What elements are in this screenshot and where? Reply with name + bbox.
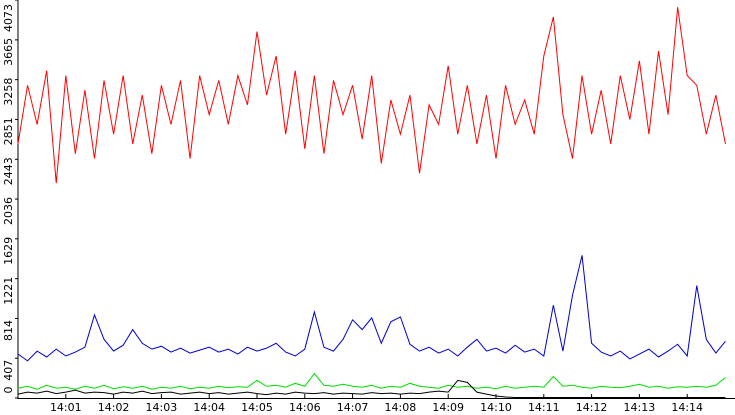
x-tick-label: 14:02 <box>98 401 130 414</box>
y-tick-label: 2443 <box>2 157 15 185</box>
y-tick-label: 0 <box>2 387 15 394</box>
x-tick-label: 14:05 <box>241 401 273 414</box>
y-tick-label: 4073 <box>2 4 15 32</box>
x-tick-label: 14:07 <box>337 401 369 414</box>
x-tick-label: 14:11 <box>528 401 560 414</box>
series-line <box>17 7 726 184</box>
x-tick-label: 14:08 <box>385 401 417 414</box>
x-tick-label: 14:03 <box>146 401 178 414</box>
x-tick-label: 14:01 <box>50 401 82 414</box>
x-tick-label: 14:12 <box>576 401 608 414</box>
x-tick-label: 14:13 <box>624 401 656 414</box>
series-line <box>17 379 726 399</box>
x-tick-label: 14:06 <box>289 401 321 414</box>
x-tick-label: 14:10 <box>480 401 512 414</box>
x-tick-label: 14:14 <box>671 401 703 414</box>
y-tick-label: 814 <box>2 320 15 341</box>
y-tick-label: 3258 <box>2 78 15 106</box>
y-tick-label: 1221 <box>2 277 15 305</box>
y-tick-label: 2851 <box>2 117 15 145</box>
x-tick-label: 14:09 <box>432 401 464 414</box>
series-line <box>17 255 726 362</box>
series-line <box>17 372 726 390</box>
y-tick-label: 1629 <box>2 237 15 265</box>
y-tick-label: 3665 <box>2 38 15 66</box>
y-tick-label: 407 <box>2 360 15 381</box>
x-tick-label: 14:04 <box>193 401 225 414</box>
y-tick-label: 2036 <box>2 197 15 225</box>
